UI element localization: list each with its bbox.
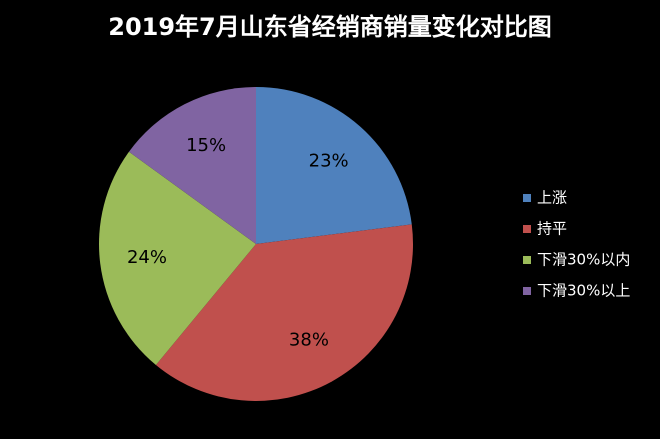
legend-label: 下滑30%以内 — [537, 251, 630, 269]
data-label: 38% — [289, 329, 329, 350]
data-label: 24% — [127, 247, 167, 268]
legend-label: 持平 — [537, 220, 567, 238]
pie-slice — [128, 87, 256, 244]
legend-marker — [523, 287, 531, 295]
legend-label: 下滑30%以上 — [537, 282, 630, 300]
legend-marker — [523, 194, 531, 202]
pie-slice — [155, 224, 413, 401]
chart-title: 2019年7月山东省经销商销量变化对比图 — [108, 13, 552, 41]
legend-marker — [523, 225, 531, 233]
pie-slice — [99, 151, 256, 365]
pie-slice — [256, 87, 412, 244]
data-label: 15% — [186, 135, 226, 156]
legend-marker — [523, 256, 531, 264]
data-label: 23% — [309, 151, 349, 172]
legend-label: 上涨 — [537, 189, 567, 207]
